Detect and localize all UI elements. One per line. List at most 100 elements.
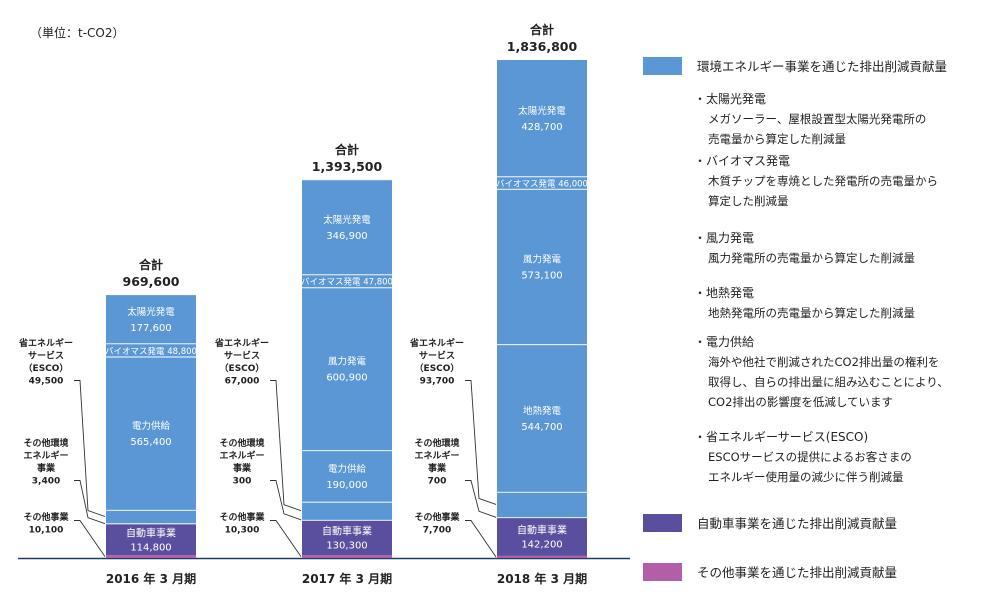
legend-item-title: ・太陽光発電 xyxy=(694,91,766,106)
callout-text-esco: 省エネルギー xyxy=(18,337,73,349)
bar-segment-biomass xyxy=(497,176,587,189)
legend-label-automotive: 自動車事業を通じた排出削減貢献量 xyxy=(697,516,897,531)
callout-text-other: 10,300 xyxy=(225,526,260,536)
legend-item-title: ・地熱発電 xyxy=(694,286,754,300)
total-label: 合計 xyxy=(139,257,163,272)
segment-label-solar: 太陽光発電 xyxy=(323,214,371,226)
segment-label-automotive: 自動車事業 xyxy=(126,527,176,540)
segment-label-geothermal: 地熱発電 xyxy=(523,405,562,417)
total-label: 合計 xyxy=(530,22,554,37)
category-label: 2017 年 3 月期 xyxy=(302,571,392,586)
legend-swatch-other xyxy=(643,563,682,581)
segment-label-biomass: バイオマス発電 47,800 xyxy=(301,278,393,288)
total-value: 1,393,500 xyxy=(312,159,383,174)
segment-label-solar: 太陽光発電 xyxy=(127,306,175,318)
legend-item-desc: エネルギー使用量の減少に伴う削減量 xyxy=(708,470,904,484)
bar-segment-solar xyxy=(302,180,392,275)
bar-segment-esco xyxy=(497,491,587,518)
legend-item-desc: メガソーラー、屋根設置型太陽光発電所の xyxy=(708,112,926,126)
bar-segment-solar xyxy=(497,60,587,177)
bar-segment-other xyxy=(497,555,587,558)
legend-item-title: ・省エネルギーサービス(ESCO) xyxy=(694,430,868,444)
bar-segment-wind xyxy=(302,287,392,451)
callout-text-other_env: エネルギー xyxy=(219,450,264,462)
unit-label: （単位：t-CO2） xyxy=(30,25,125,40)
bar-segment-esco xyxy=(302,501,392,520)
category-label: 2016 年 3 月期 xyxy=(106,571,196,586)
labels-layer: 自動車事業 114,800 電力供給 565,400 バイオマス発電 48,800 太陽光… xyxy=(18,22,588,586)
legend-item-desc: 算定した削減量 xyxy=(708,194,789,208)
segment-value-power_supply: 565,400 xyxy=(130,437,171,448)
legend-item-title: ・バイオマス発電 xyxy=(694,154,790,168)
segment-label-solar: 太陽光発電 xyxy=(518,105,566,117)
segment-label-wind: 風力発電 xyxy=(328,356,367,368)
total-label: 合計 xyxy=(335,142,359,157)
segment-value-wind: 573,100 xyxy=(521,270,562,281)
bar-segment-wind xyxy=(497,188,587,345)
category-label: 2018 年 3 月期 xyxy=(497,571,587,586)
callout-text-other_env: 300 xyxy=(233,477,252,487)
segment-label-automotive: 自動車事業 xyxy=(322,525,372,538)
callout-text-other: その他事業 xyxy=(23,511,69,523)
segment-value-automotive: 142,200 xyxy=(521,540,562,551)
legend-swatch-automotive xyxy=(643,514,682,532)
total-value: 969,600 xyxy=(123,274,180,289)
bars-layer xyxy=(18,60,630,560)
callout-text-other_env: 事業 xyxy=(233,462,252,474)
callout-text-other_env: その他環境 xyxy=(219,437,264,449)
callout-leader-other xyxy=(270,520,302,557)
bar-segment-automotive xyxy=(106,524,196,556)
callout-text-other: 7,700 xyxy=(423,526,451,536)
legend-item-desc: 海外や他社で削減されたCO2排出量の権利を xyxy=(708,355,939,369)
callout-text-esco: サービス xyxy=(28,350,64,362)
segment-label-power_supply: 電力供給 xyxy=(132,420,171,432)
segment-value-automotive: 130,300 xyxy=(326,541,367,552)
legend-item-desc: 売電量から算定した削減量 xyxy=(708,132,846,146)
legend-label-environment: 環境エネルギー事業を通じた排出削減貢献量 xyxy=(697,59,947,74)
bar-segment-power_supply xyxy=(106,356,196,510)
legend-item-desc: 木質チップを専焼とした発電所の売電量から xyxy=(708,174,938,188)
callout-text-esco: （ESCO） xyxy=(220,363,265,374)
segment-value-automotive: 114,800 xyxy=(130,543,171,554)
callout-text-esco: サービス xyxy=(224,350,260,362)
segment-label-wind: 風力発電 xyxy=(523,253,562,265)
segment-label-power_supply: 電力供給 xyxy=(328,463,367,475)
callout-leader-esco xyxy=(465,380,497,505)
total-value: 1,836,800 xyxy=(507,39,578,54)
callout-text-esco: サービス xyxy=(419,350,455,362)
callout-text-other_env: その他環境 xyxy=(414,437,459,449)
bar-segment-other xyxy=(106,555,196,558)
callout-text-other_env: 事業 xyxy=(428,462,447,474)
callout-text-other: その他事業 xyxy=(414,511,460,523)
callout-text-other: 10,100 xyxy=(29,526,64,536)
callout-text-other_env: その他環境 xyxy=(23,437,68,449)
callout-leader-other_env xyxy=(270,480,302,521)
callout-text-other: その他事業 xyxy=(219,511,265,523)
callout-leader-other xyxy=(74,520,106,557)
callout-text-esco: 省エネルギー xyxy=(409,337,464,349)
bar-segment-other xyxy=(302,555,392,558)
legend-item-desc: CO2排出の影響度を低減しています xyxy=(708,395,893,409)
bar-segment-solar xyxy=(106,295,196,344)
callout-text-esco: 67,000 xyxy=(225,377,260,387)
callout-text-other_env: 3,400 xyxy=(32,477,60,487)
bar-segment-biomass xyxy=(302,274,392,288)
callout-text-other_env: エネルギー xyxy=(23,450,68,462)
bar-segment-automotive xyxy=(497,517,587,556)
callout-text-other_env: 事業 xyxy=(37,462,56,474)
bar-segment-automotive xyxy=(302,519,392,556)
legend: 環境エネルギー事業を通じた排出削減貢献量・太陽光発電メガソーラー、屋根設置型太陽… xyxy=(643,57,949,581)
callout-text-esco: （ESCO） xyxy=(415,363,460,374)
segment-value-power_supply: 190,000 xyxy=(326,480,367,491)
bar-segment-esco xyxy=(106,509,196,524)
legend-item-title: ・風力発電 xyxy=(694,231,754,245)
segment-label-biomass: バイオマス発電 48,800 xyxy=(105,347,197,357)
segment-value-solar: 346,900 xyxy=(326,231,367,242)
callout-leader-esco xyxy=(74,380,106,517)
segment-value-solar: 177,600 xyxy=(130,323,171,334)
callout-text-esco: 省エネルギー xyxy=(214,337,269,349)
legend-item-desc: 地熱発電所の売電量から算定した削減量 xyxy=(708,306,915,320)
callout-leader-other xyxy=(465,520,497,558)
segment-value-wind: 600,900 xyxy=(326,373,367,384)
callout-text-other_env: エネルギー xyxy=(414,450,459,462)
